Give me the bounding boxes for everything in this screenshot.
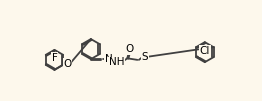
Text: NH: NH: [109, 57, 124, 67]
Text: N: N: [105, 54, 113, 64]
Text: S: S: [142, 52, 149, 62]
Text: Cl: Cl: [200, 46, 210, 56]
Text: O: O: [125, 44, 134, 54]
Text: F: F: [52, 53, 57, 63]
Text: O: O: [63, 59, 72, 69]
